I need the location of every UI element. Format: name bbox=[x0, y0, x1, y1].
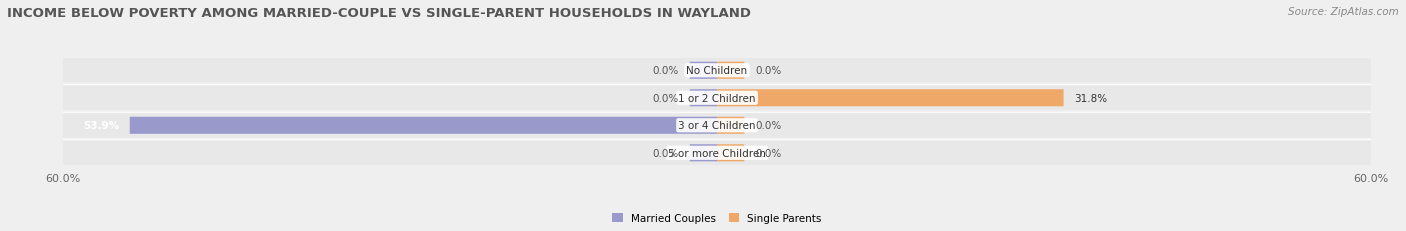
FancyBboxPatch shape bbox=[717, 117, 744, 134]
Text: 0.0%: 0.0% bbox=[652, 148, 679, 158]
Text: 0.0%: 0.0% bbox=[652, 93, 679, 103]
FancyBboxPatch shape bbox=[690, 62, 717, 79]
Text: 53.9%: 53.9% bbox=[83, 121, 120, 131]
Text: Source: ZipAtlas.com: Source: ZipAtlas.com bbox=[1288, 7, 1399, 17]
FancyBboxPatch shape bbox=[63, 59, 1371, 83]
Text: 1 or 2 Children: 1 or 2 Children bbox=[678, 93, 756, 103]
FancyBboxPatch shape bbox=[129, 117, 717, 134]
FancyBboxPatch shape bbox=[690, 90, 717, 107]
FancyBboxPatch shape bbox=[63, 141, 1371, 165]
FancyBboxPatch shape bbox=[717, 145, 744, 162]
Text: 5 or more Children: 5 or more Children bbox=[668, 148, 766, 158]
Text: 31.8%: 31.8% bbox=[1074, 93, 1108, 103]
Legend: Married Couples, Single Parents: Married Couples, Single Parents bbox=[609, 209, 825, 227]
FancyBboxPatch shape bbox=[63, 114, 1371, 138]
Text: 0.0%: 0.0% bbox=[755, 148, 782, 158]
Text: 0.0%: 0.0% bbox=[755, 66, 782, 76]
FancyBboxPatch shape bbox=[63, 86, 1371, 110]
FancyBboxPatch shape bbox=[717, 62, 744, 79]
Text: INCOME BELOW POVERTY AMONG MARRIED-COUPLE VS SINGLE-PARENT HOUSEHOLDS IN WAYLAND: INCOME BELOW POVERTY AMONG MARRIED-COUPL… bbox=[7, 7, 751, 20]
FancyBboxPatch shape bbox=[690, 145, 717, 162]
Text: 3 or 4 Children: 3 or 4 Children bbox=[678, 121, 756, 131]
FancyBboxPatch shape bbox=[717, 90, 1063, 107]
Text: 0.0%: 0.0% bbox=[755, 121, 782, 131]
Text: No Children: No Children bbox=[686, 66, 748, 76]
Text: 0.0%: 0.0% bbox=[652, 66, 679, 76]
